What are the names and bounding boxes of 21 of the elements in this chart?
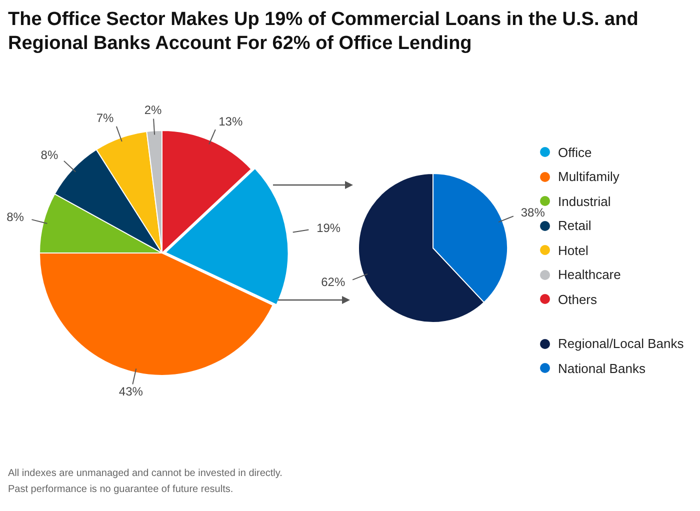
- data-label: 2%: [144, 103, 162, 118]
- data-label: 7%: [96, 111, 114, 126]
- data-label: 43%: [118, 384, 144, 398]
- legend-label: National Banks: [558, 360, 646, 376]
- data-label: 19%: [316, 220, 341, 235]
- data-label: 8%: [6, 210, 24, 224]
- text: Past performance is no guarantee of future results.: [8, 483, 234, 497]
- data-label: 8%: [40, 148, 58, 162]
- legend-label: Regional/Local Banks: [558, 336, 684, 352]
- data-label: 62%: [321, 275, 346, 290]
- legend-label: Office: [558, 144, 592, 160]
- data-label: 38%: [520, 206, 546, 220]
- text: All indexes are unmanaged and cannot be invested in directly.: [8, 467, 282, 481]
- legend-label: Hotel: [558, 242, 588, 258]
- legend-label: Others: [558, 292, 598, 307]
- legend-label: Healthcare: [558, 267, 621, 282]
- legend-label: Industrial: [558, 194, 611, 209]
- data-label: 13%: [218, 114, 243, 129]
- chart-title: The Office Sector Makes Up 19% of Commercial Loans in the U.S. and Regional Banks Account For 62% of Office Lending: [8, 8, 640, 56]
- legend-label: Multifamily: [558, 169, 620, 184]
- legend-label: Retail: [558, 218, 592, 234]
